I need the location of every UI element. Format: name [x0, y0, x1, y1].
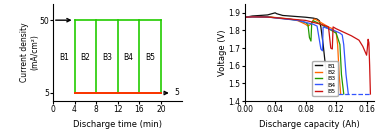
Text: 5: 5 — [174, 88, 179, 97]
Text: B4: B4 — [124, 53, 133, 62]
Text: B1: B1 — [59, 53, 69, 62]
X-axis label: Discharge capacity (Ah): Discharge capacity (Ah) — [259, 120, 360, 129]
X-axis label: Discharge time (min): Discharge time (min) — [73, 120, 162, 129]
Text: B3: B3 — [102, 53, 112, 62]
Text: B2: B2 — [81, 53, 90, 62]
Text: B5: B5 — [145, 53, 155, 62]
Y-axis label: Voltage (V): Voltage (V) — [218, 29, 227, 76]
Y-axis label: Current density
(mA/cm²): Current density (mA/cm²) — [20, 23, 39, 82]
Legend: B1, B2, B3, B4, B5: B1, B2, B3, B4, B5 — [313, 61, 338, 96]
